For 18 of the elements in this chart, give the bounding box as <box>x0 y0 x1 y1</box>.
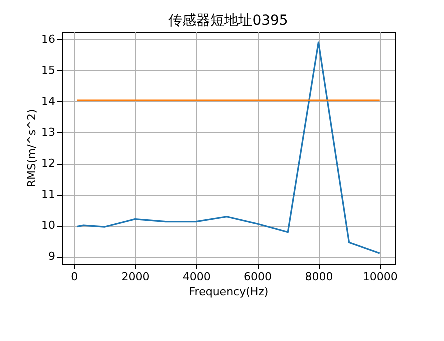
chart-title: 传感器短地址0395 <box>168 13 288 29</box>
y-tick-label: 9 <box>48 250 56 264</box>
y-axis-title: RMS(m/^s^2) <box>26 109 39 188</box>
x-tick-label: 0 <box>71 270 78 284</box>
y-tick-label: 15 <box>42 64 56 77</box>
y-tick-label: 12 <box>42 157 56 170</box>
line-series <box>76 42 381 254</box>
y-tick-label: 11 <box>42 188 56 202</box>
x-tick-label: 6000 <box>244 270 272 284</box>
y-tick-label: 10 <box>42 219 56 232</box>
x-tick-label: 8000 <box>305 270 334 284</box>
x-tick-label: 2000 <box>122 270 150 284</box>
x-axis-title: Frequency(Hz) <box>189 286 269 298</box>
y-tick-label: 14 <box>42 94 56 108</box>
y-tick-label: 16 <box>42 32 56 46</box>
x-tick-label: 4000 <box>182 270 211 284</box>
x-tick-label: 10000 <box>362 270 398 284</box>
y-tick-label: 13 <box>42 126 56 139</box>
